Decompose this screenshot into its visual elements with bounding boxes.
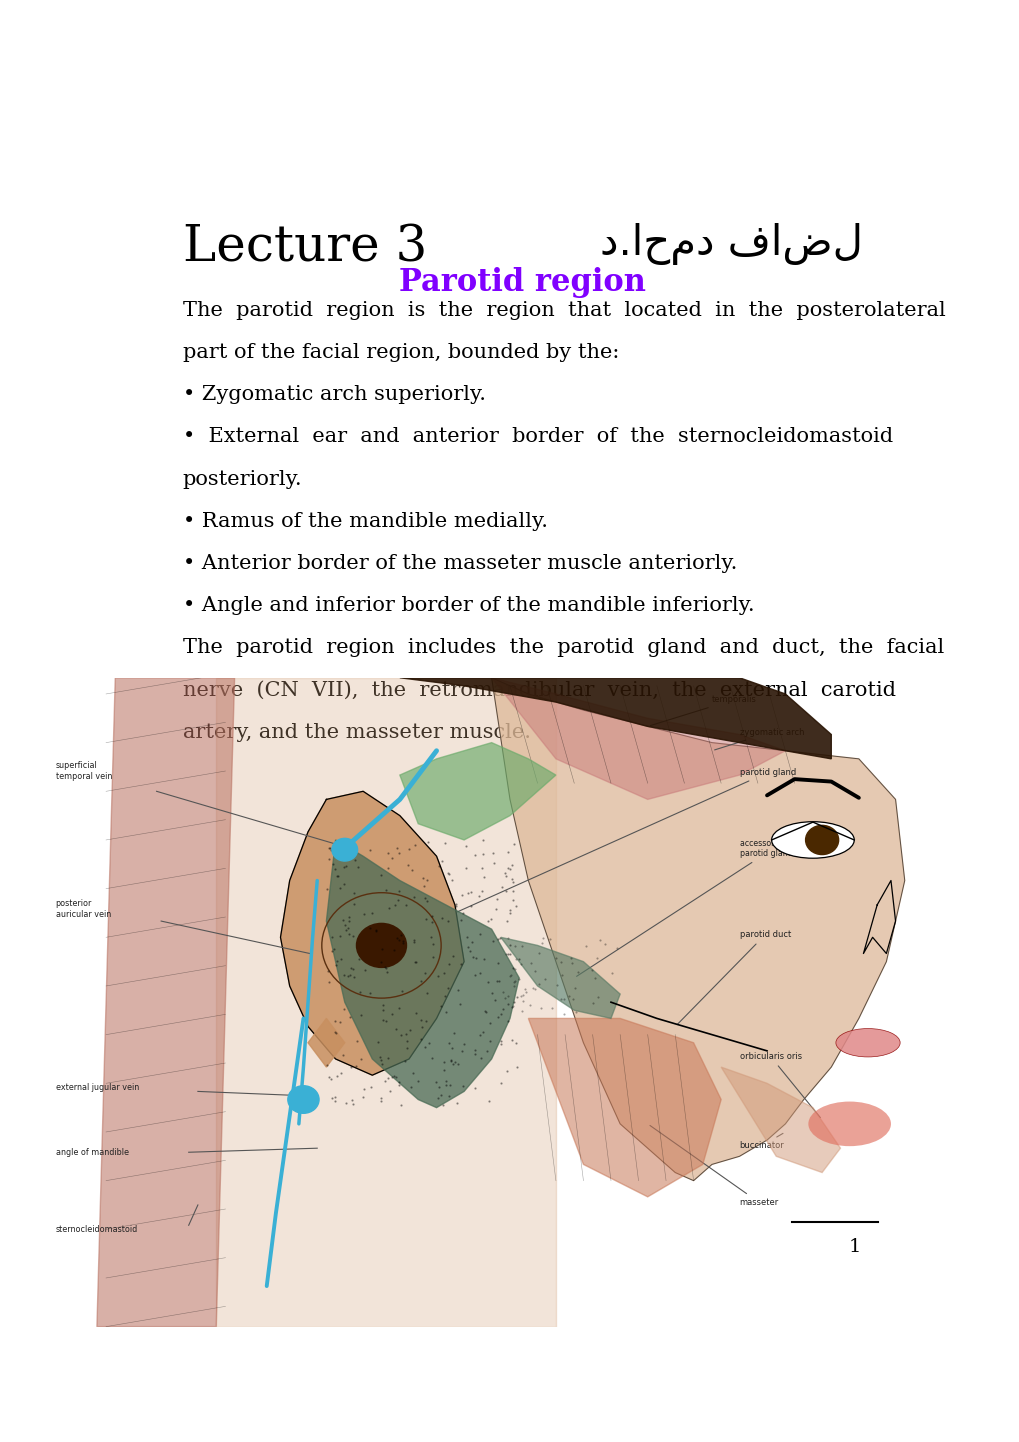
Text: artery, and the masseter muscle.: artery, and the masseter muscle. — [182, 722, 530, 741]
Polygon shape — [280, 792, 464, 1076]
Circle shape — [356, 923, 407, 968]
Text: •  External  ear  and  anterior  border  of  the  sternocleidomastoid: • External ear and anterior border of th… — [182, 427, 892, 447]
Polygon shape — [399, 743, 555, 839]
Text: • Angle and inferior border of the mandible inferiorly.: • Angle and inferior border of the mandi… — [182, 596, 754, 616]
Ellipse shape — [808, 1102, 891, 1146]
Ellipse shape — [771, 822, 854, 858]
Text: temporalis: temporalis — [650, 695, 756, 725]
Text: د.احمد فاضل: د.احمد فاضل — [599, 224, 862, 265]
Text: • Anterior border of the masseter muscle anteriorly.: • Anterior border of the masseter muscle… — [182, 554, 737, 572]
Polygon shape — [528, 1018, 720, 1197]
Text: posteriorly.: posteriorly. — [182, 470, 303, 489]
Text: • Ramus of the mandible medially.: • Ramus of the mandible medially. — [182, 512, 547, 531]
Text: parotid gland: parotid gland — [457, 769, 795, 911]
Polygon shape — [500, 937, 620, 1018]
Polygon shape — [491, 678, 904, 1181]
Circle shape — [287, 1086, 319, 1113]
Polygon shape — [97, 678, 234, 1327]
Text: part of the facial region, bounded by the:: part of the facial region, bounded by th… — [182, 343, 619, 362]
Text: The  parotid  region  is  the  region  that  located  in  the  posterolateral: The parotid region is the region that lo… — [182, 301, 945, 320]
Polygon shape — [326, 839, 519, 1107]
Circle shape — [805, 825, 838, 855]
Text: Parotid region: Parotid region — [398, 267, 646, 298]
Polygon shape — [308, 1018, 344, 1067]
Text: zygomatic arch: zygomatic arch — [714, 728, 803, 750]
Text: 1: 1 — [848, 1237, 860, 1256]
Text: posterior
auricular vein: posterior auricular vein — [56, 898, 111, 919]
Text: The  parotid  region  includes  the  parotid  gland  and  duct,  the  facial: The parotid region includes the parotid … — [182, 639, 944, 658]
Text: masseter: masseter — [649, 1125, 777, 1207]
Text: • Zygomatic arch superiorly.: • Zygomatic arch superiorly. — [182, 385, 485, 404]
Ellipse shape — [836, 1028, 900, 1057]
Text: parotid duct: parotid duct — [677, 930, 790, 1024]
Text: orbicularis oris: orbicularis oris — [739, 1053, 819, 1118]
Text: nerve  (CN  VII),  the  retromandibular  vein,  the  external  carotid: nerve (CN VII), the retromandibular vein… — [182, 681, 895, 699]
Text: sternocleidomastoid: sternocleidomastoid — [56, 1224, 138, 1234]
Text: superficial
temporal vein: superficial temporal vein — [56, 761, 112, 782]
Circle shape — [331, 838, 358, 861]
Text: Lecture 3: Lecture 3 — [182, 224, 427, 273]
Polygon shape — [216, 678, 555, 1327]
Text: angle of mandible: angle of mandible — [56, 1148, 128, 1156]
Polygon shape — [399, 678, 830, 758]
Polygon shape — [491, 678, 785, 799]
Text: external jugular vein: external jugular vein — [56, 1083, 139, 1092]
Text: buccinator: buccinator — [739, 1133, 784, 1151]
Text: accessory part of
parotid gland: accessory part of parotid gland — [576, 839, 807, 976]
Polygon shape — [720, 1067, 840, 1172]
